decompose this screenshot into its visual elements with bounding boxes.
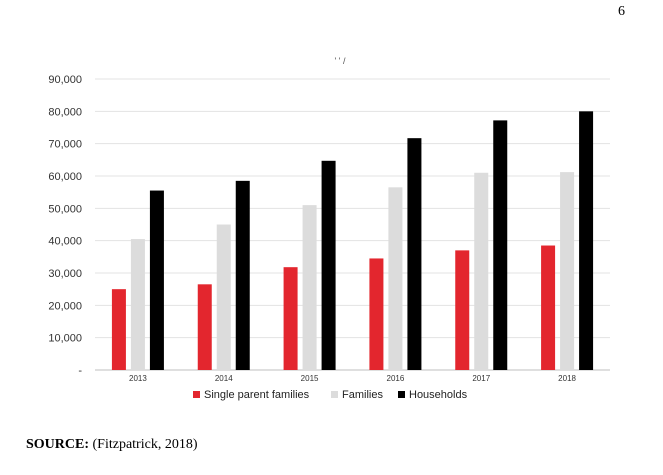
grid-lines — [95, 78, 610, 371]
y-tick-label: 70,000 — [48, 139, 82, 151]
bar-households-2014 — [235, 180, 250, 370]
x-tick-label: 2016 — [387, 374, 405, 383]
x-tick-label: 2018 — [558, 374, 576, 383]
bar-families-2018 — [560, 172, 575, 370]
bar-families-2013 — [130, 239, 145, 370]
y-tick-label: 80,000 — [48, 106, 82, 118]
legend-label: Families — [342, 389, 383, 401]
y-tick-label: - — [78, 365, 82, 377]
y-tick-label: 60,000 — [48, 171, 82, 183]
y-tick-label: 10,000 — [48, 333, 82, 345]
bar-single-parent-families-2013 — [111, 289, 126, 370]
y-axis-ticks: - 10,000 20,000 30,000 40,000 50,000 60,000 70,… — [48, 74, 82, 377]
bars — [111, 111, 594, 371]
bar-single-parent-families-2017 — [455, 250, 470, 370]
legend-item-households: Households — [398, 389, 467, 401]
page-number: 6 — [618, 4, 625, 19]
bar-single-parent-families-2018 — [541, 245, 556, 370]
bar-chart: - 10,000 20,000 30,000 40,000 50,000 60,000 70,… — [0, 56, 663, 405]
legend-label: Single parent families — [204, 389, 310, 401]
x-tick-label: 2015 — [301, 374, 319, 383]
y-tick-label: 20,000 — [48, 300, 82, 312]
y-tick-label: 90,000 — [48, 74, 82, 86]
source-text: (Fitzpatrick, 2018) — [92, 437, 198, 452]
legend-item-families: Families — [331, 389, 383, 401]
bar-households-2016 — [407, 138, 422, 370]
x-tick-label: 2013 — [129, 374, 147, 383]
x-tick-label: 2017 — [472, 374, 490, 383]
bar-single-parent-families-2015 — [283, 267, 298, 370]
bar-families-2015 — [302, 205, 317, 370]
bar-households-2013 — [149, 190, 164, 370]
bar-households-2017 — [493, 120, 508, 371]
legend-label: Households — [409, 389, 468, 401]
bar-households-2018 — [579, 111, 594, 370]
source-label: SOURCE: — [26, 437, 90, 452]
bar-single-parent-families-2016 — [369, 258, 384, 370]
source-citation: SOURCE: (Fitzpatrick, 2018) — [26, 437, 198, 453]
bar-families-2017 — [474, 172, 489, 370]
legend-item-single-parent-families: Single parent families — [193, 389, 309, 401]
chart-canvas: - 10,000 20,000 30,000 40,000 50,000 60,000 70,… — [48, 56, 610, 383]
chart-title: ' ' / — [335, 56, 346, 66]
y-tick-label: 50,000 — [48, 203, 82, 215]
x-axis-ticks: 2013 2014 2015 2016 2017 2018 — [129, 374, 577, 383]
bar-single-parent-families-2014 — [197, 284, 212, 370]
x-tick-label: 2014 — [215, 374, 233, 383]
bar-households-2015 — [321, 160, 336, 370]
chart-legend: Single parent families Families Households — [0, 389, 663, 405]
y-tick-label: 30,000 — [48, 268, 82, 280]
legend-swatch — [193, 390, 200, 398]
legend-swatch — [331, 390, 338, 398]
bar-families-2016 — [388, 187, 403, 370]
legend-swatch — [398, 390, 405, 398]
bar-families-2014 — [216, 224, 231, 370]
y-tick-label: 40,000 — [48, 236, 82, 248]
